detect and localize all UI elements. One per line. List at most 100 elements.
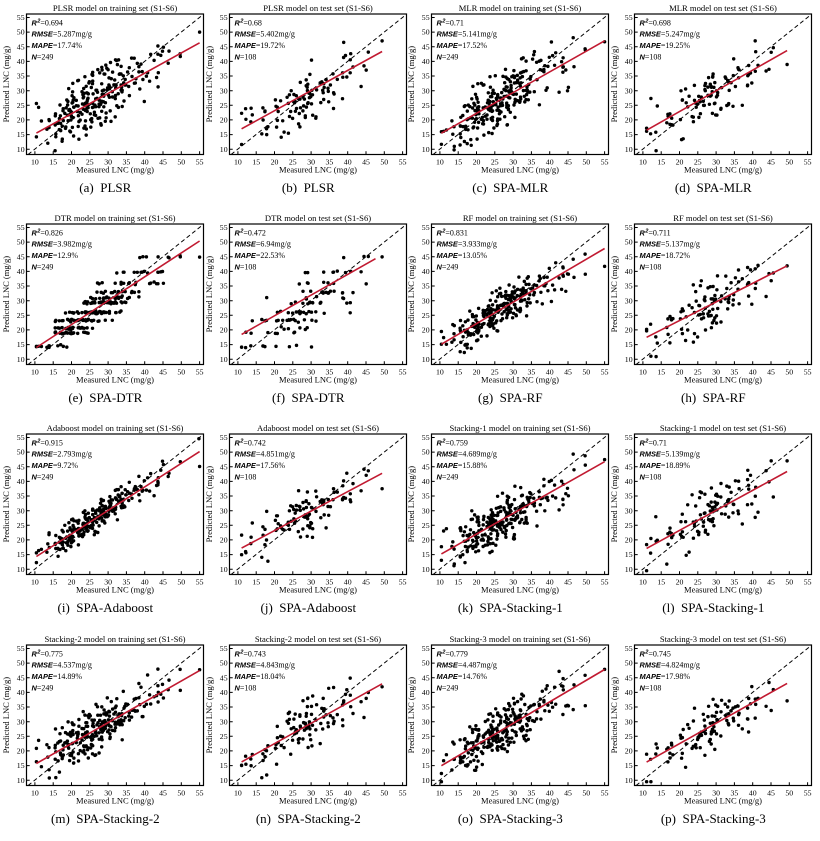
svg-text:20: 20 <box>17 325 25 334</box>
svg-text:30: 30 <box>307 577 315 586</box>
svg-text:10: 10 <box>436 788 444 797</box>
svg-text:55: 55 <box>625 223 633 232</box>
svg-text:25: 25 <box>289 577 297 586</box>
svg-text:15: 15 <box>422 761 430 770</box>
svg-text:55: 55 <box>196 367 204 376</box>
svg-text:50: 50 <box>785 367 793 376</box>
svg-text:40: 40 <box>17 57 25 66</box>
svg-text:45: 45 <box>564 788 572 797</box>
svg-text:(c) SPA-MLR: (c) SPA-MLR <box>473 180 549 195</box>
svg-text:55: 55 <box>601 158 609 167</box>
svg-text:RF model on test set (S1-S6): RF model on test set (S1-S6) <box>673 213 773 223</box>
svg-text:30: 30 <box>220 717 228 726</box>
svg-text:10: 10 <box>639 158 647 167</box>
svg-text:35: 35 <box>422 702 430 711</box>
svg-text:N=​108: N=​108 <box>234 52 256 61</box>
svg-text:35: 35 <box>422 491 430 500</box>
svg-text:35: 35 <box>730 367 738 376</box>
svg-text:55: 55 <box>220 13 228 22</box>
svg-text:50: 50 <box>177 367 185 376</box>
svg-text:35: 35 <box>123 577 131 586</box>
svg-text:RMSE=​5.247mg/g: RMSE=​5.247mg/g <box>639 30 699 39</box>
svg-text:40: 40 <box>546 788 554 797</box>
svg-text:10: 10 <box>234 367 242 376</box>
svg-text:RMSE=​5.137mg/g: RMSE=​5.137mg/g <box>639 240 699 249</box>
svg-text:N=​108: N=​108 <box>639 262 661 271</box>
svg-text:10: 10 <box>436 367 444 376</box>
svg-text:15: 15 <box>17 340 25 349</box>
svg-text:15: 15 <box>220 550 228 559</box>
svg-text:MAPE=​14.76%: MAPE=​14.76% <box>437 672 488 681</box>
svg-text:Measured LNC (mg/g): Measured LNC (mg/g) <box>76 165 154 175</box>
svg-text:10: 10 <box>17 145 25 154</box>
svg-text:30: 30 <box>17 296 25 305</box>
svg-text:N=​108: N=​108 <box>234 472 256 481</box>
svg-text:40: 40 <box>749 158 757 167</box>
svg-text:50: 50 <box>220 28 228 37</box>
svg-text:15: 15 <box>657 367 665 376</box>
svg-text:40: 40 <box>344 367 352 376</box>
svg-text:10: 10 <box>422 145 430 154</box>
svg-text:Adaboost model on test set (S1: Adaboost model on test set (S1-S6) <box>257 423 379 433</box>
svg-text:RMSE=​5.139mg/g: RMSE=​5.139mg/g <box>639 449 699 458</box>
svg-text:10: 10 <box>17 565 25 574</box>
svg-text:50: 50 <box>583 158 591 167</box>
svg-text:Predicted LNC (mg/g): Predicted LNC (mg/g) <box>406 466 416 543</box>
svg-text:45: 45 <box>362 367 370 376</box>
svg-text:Measured LNC (mg/g): Measured LNC (mg/g) <box>684 374 762 384</box>
svg-text:R2=​0.71: R2=​0.71 <box>437 18 464 27</box>
svg-text:20: 20 <box>675 367 683 376</box>
svg-text:RMSE=​4.824mg/g: RMSE=​4.824mg/g <box>639 660 699 669</box>
svg-text:30: 30 <box>422 86 430 95</box>
svg-text:R2=​0.742: R2=​0.742 <box>234 438 265 447</box>
svg-text:Stacking-1 model on test set (: Stacking-1 model on test set (S1-S6) <box>660 423 786 433</box>
svg-text:Measured LNC (mg/g): Measured LNC (mg/g) <box>279 165 357 175</box>
svg-text:Predicted LNC (mg/g): Predicted LNC (mg/g) <box>1 466 11 543</box>
svg-text:40: 40 <box>141 367 149 376</box>
svg-text:Predicted LNC (mg/g): Predicted LNC (mg/g) <box>1 676 11 753</box>
svg-text:50: 50 <box>583 367 591 376</box>
svg-text:40: 40 <box>422 57 430 66</box>
svg-text:45: 45 <box>767 577 775 586</box>
svg-text:MAPE=​17.56%: MAPE=​17.56% <box>234 461 285 470</box>
svg-text:45: 45 <box>362 788 370 797</box>
svg-text:30: 30 <box>422 506 430 515</box>
svg-text:15: 15 <box>49 367 57 376</box>
svg-text:RMSE=​5.287mg/g: RMSE=​5.287mg/g <box>32 30 92 39</box>
svg-text:MAPE=​15.88%: MAPE=​15.88% <box>437 461 488 470</box>
svg-text:Measured LNC (mg/g): Measured LNC (mg/g) <box>481 795 559 805</box>
svg-text:30: 30 <box>712 367 720 376</box>
svg-text:R2=​0.775: R2=​0.775 <box>32 649 63 658</box>
svg-text:15: 15 <box>625 130 633 139</box>
svg-text:20: 20 <box>17 116 25 125</box>
svg-text:Measured LNC (mg/g): Measured LNC (mg/g) <box>481 165 559 175</box>
svg-text:25: 25 <box>86 788 94 797</box>
svg-text:25: 25 <box>220 311 228 320</box>
svg-text:25: 25 <box>289 158 297 167</box>
svg-text:N=​249: N=​249 <box>32 262 54 271</box>
svg-text:(b) PLSR: (b) PLSR <box>282 180 335 195</box>
svg-text:10: 10 <box>234 788 242 797</box>
svg-text:45: 45 <box>159 158 167 167</box>
svg-text:35: 35 <box>220 281 228 290</box>
svg-text:R2=​0.831: R2=​0.831 <box>437 228 468 237</box>
svg-text:40: 40 <box>749 577 757 586</box>
svg-text:15: 15 <box>657 577 665 586</box>
svg-text:55: 55 <box>398 367 406 376</box>
svg-text:DTR model on training set (S1-: DTR model on training set (S1-S6) <box>54 213 175 223</box>
svg-text:40: 40 <box>422 477 430 486</box>
svg-text:25: 25 <box>220 521 228 530</box>
svg-text:55: 55 <box>196 788 204 797</box>
svg-text:25: 25 <box>491 577 499 586</box>
svg-text:40: 40 <box>625 688 633 697</box>
svg-text:15: 15 <box>17 550 25 559</box>
svg-text:50: 50 <box>17 238 25 247</box>
svg-text:Stacking-3 model on training s: Stacking-3 model on training set (S1-S6) <box>450 633 591 643</box>
svg-text:50: 50 <box>422 238 430 247</box>
svg-text:55: 55 <box>625 433 633 442</box>
svg-text:R2=​0.71: R2=​0.71 <box>639 438 666 447</box>
svg-text:15: 15 <box>17 130 25 139</box>
svg-text:20: 20 <box>422 535 430 544</box>
svg-text:Predicted LNC (mg/g): Predicted LNC (mg/g) <box>609 676 619 753</box>
svg-text:55: 55 <box>803 158 811 167</box>
